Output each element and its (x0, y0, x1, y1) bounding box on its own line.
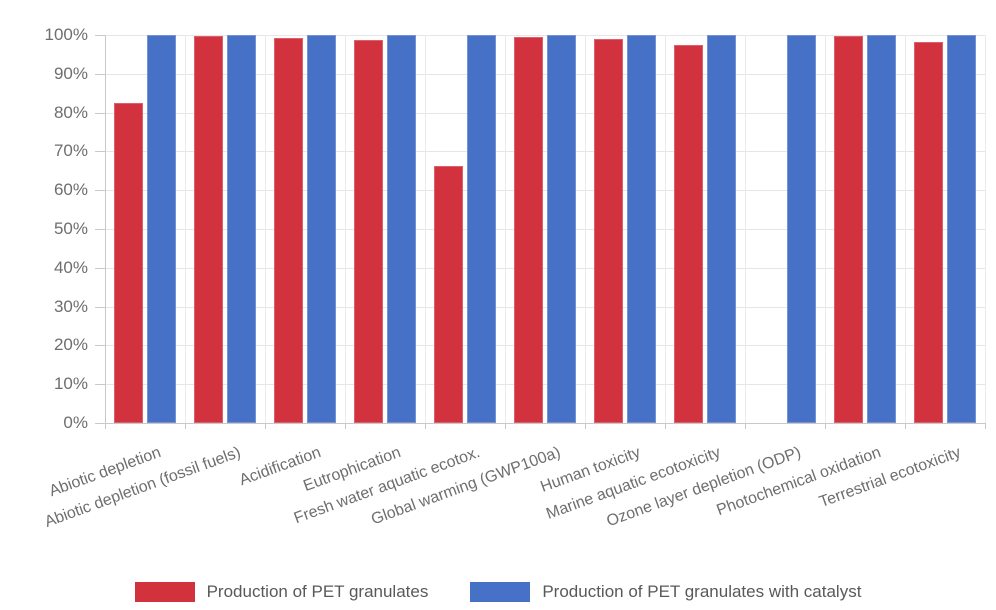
vertical-gridline (745, 35, 746, 423)
x-tick-mark (985, 423, 986, 429)
x-tick-mark (425, 423, 426, 429)
bar-series2-global-warming-gwp100a (547, 35, 576, 423)
y-tick-mark (95, 73, 105, 75)
gridline-90pct (105, 73, 985, 75)
vertical-gridline (105, 35, 106, 423)
y-axis-label-100pct: 100% (44, 25, 88, 44)
y-axis-label-90pct: 90% (53, 63, 88, 83)
bar-series1-terrestrial-ecotoxicity (914, 41, 943, 423)
gridline-60pct (105, 190, 985, 192)
gridline-30pct (105, 306, 985, 308)
vertical-gridline (505, 35, 506, 423)
vertical-gridline (425, 35, 426, 423)
bar-group-photochemical-oxidation (825, 35, 905, 423)
x-axis-label-terrestrial-ecotoxicity: Terrestrial ecotoxicity (816, 444, 963, 512)
bar-group-marine-aquatic-ecotoxicity (665, 35, 745, 423)
bar-group-ozone-layer-depletion-odp (745, 35, 825, 423)
y-tick-mark (95, 190, 105, 192)
bar-series2-eutrophication (387, 35, 416, 423)
y-axis-label-20pct: 20% (53, 335, 88, 355)
bar-series2-terrestrial-ecotoxicity (947, 35, 976, 423)
gridline-70pct (105, 151, 985, 153)
x-tick-mark (265, 423, 266, 429)
y-axis-label-10pct: 10% (53, 374, 88, 394)
y-axis-label-80pct: 80% (53, 102, 88, 122)
bar-series1-global-warming-gwp100a (514, 36, 543, 423)
bar-series2-ozone-layer-depletion-odp (787, 35, 816, 423)
legend-swatch-blue (470, 582, 531, 602)
y-tick-mark (95, 35, 105, 36)
x-tick-mark (505, 423, 506, 429)
y-axis-label-50pct: 50% (53, 219, 88, 238)
bar-series1-eutrophication (354, 40, 383, 423)
y-tick-mark (95, 306, 105, 308)
bar-group-global-warming-gwp100a (505, 35, 585, 423)
x-tick-mark (105, 423, 106, 429)
gridline-80pct (105, 112, 985, 114)
vertical-gridline (665, 35, 666, 423)
y-axis-label-60pct: 60% (53, 180, 88, 200)
y-tick-mark (95, 384, 105, 386)
y-axis-label-30pct: 30% (53, 296, 88, 316)
y-tick-mark (95, 112, 105, 114)
y-axis-label-70pct: 70% (53, 141, 88, 161)
x-tick-mark (665, 423, 666, 429)
bar-group-abiotic-depletion-fossil-fuels (185, 35, 265, 423)
legend-label-production-of-pet-granulates: Production of PET granulates (206, 582, 429, 601)
y-tick-mark (95, 345, 105, 347)
bar-series1-human-toxicity (594, 38, 623, 423)
gridline-50pct (105, 229, 985, 230)
y-tick-mark (95, 151, 105, 153)
legend: Production of PET granulates Production o… (0, 582, 996, 602)
vertical-gridline (825, 35, 826, 423)
plot-area (105, 35, 986, 424)
bar-series2-marine-aquatic-ecotoxicity (707, 35, 736, 423)
vertical-gridline (265, 35, 266, 423)
bar-series1-fresh-water-aquatic-ecotox (434, 165, 463, 423)
bar-series1-abiotic-depletion (114, 102, 143, 423)
bar-series2-photochemical-oxidation (867, 35, 896, 423)
bar-group-human-toxicity (585, 35, 665, 423)
gridline-100pct (105, 35, 985, 36)
bar-group-terrestrial-ecotoxicity (905, 35, 985, 423)
bar-series1-marine-aquatic-ecotoxicity (674, 45, 703, 423)
vertical-gridline (345, 35, 346, 423)
bar-series2-fresh-water-aquatic-ecotox (467, 35, 496, 423)
y-tick-mark (95, 423, 105, 424)
bar-series1-photochemical-oxidation (834, 36, 863, 423)
legend-label-production-of-pet-granulates-with-catalyst: Production of PET granulates with cataly… (542, 582, 862, 601)
bar-series2-acidification (307, 35, 336, 423)
legend-swatch-red (134, 582, 195, 602)
bar-series2-human-toxicity (627, 35, 656, 423)
vertical-gridline (905, 35, 906, 423)
x-tick-mark (345, 423, 346, 429)
x-tick-mark (745, 423, 746, 429)
bar-series2-abiotic-depletion-fossil-fuels (227, 35, 256, 423)
y-tick-mark (95, 267, 105, 269)
x-tick-mark (185, 423, 186, 429)
vertical-gridline (185, 35, 186, 423)
x-tick-mark (905, 423, 906, 429)
bar-group-fresh-water-aquatic-ecotox (425, 35, 505, 423)
bar-group-acidification (265, 35, 345, 423)
legend-item-production-of-pet-granulates-with-catalyst: Production of PET granulates with cataly… (470, 582, 861, 602)
x-tick-mark (585, 423, 586, 429)
bar-series1-abiotic-depletion-fossil-fuels (194, 36, 223, 423)
bar-group-abiotic-depletion (105, 35, 185, 423)
vertical-gridline (985, 35, 986, 423)
bar-group-eutrophication (345, 35, 425, 423)
gridline-20pct (105, 345, 985, 347)
gridline-10pct (105, 384, 985, 386)
y-tick-mark (95, 229, 105, 230)
x-tick-mark (825, 423, 826, 429)
bar-series2-abiotic-depletion (147, 35, 176, 423)
gridline-0pct (105, 423, 985, 424)
y-axis-label-40pct: 40% (53, 257, 88, 277)
vertical-gridline (585, 35, 586, 423)
y-axis-label-0pct: 0% (63, 413, 88, 432)
gridline-40pct (105, 267, 985, 269)
legend-item-production-of-pet-granulates: Production of PET granulates (134, 582, 429, 602)
bar-series1-acidification (274, 37, 303, 423)
